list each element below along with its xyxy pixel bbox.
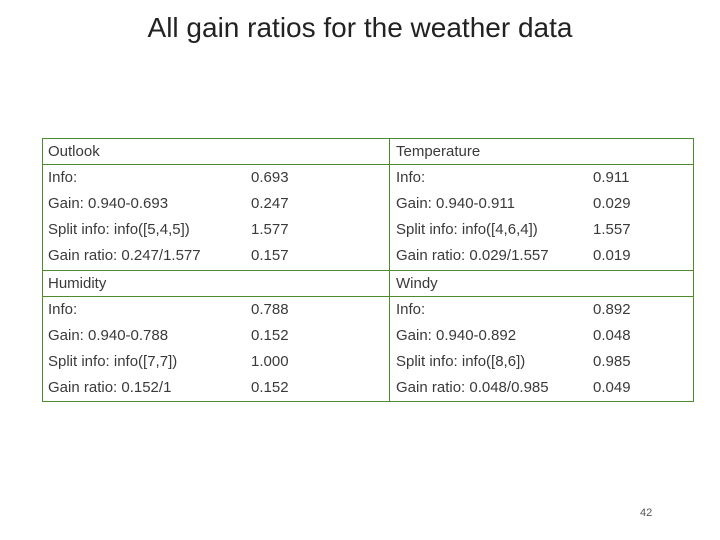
section-header: Outlook <box>48 143 100 160</box>
row-value: 0.152 <box>251 327 289 344</box>
row-value: 0.157 <box>251 247 289 264</box>
row-value: 1.000 <box>251 353 289 370</box>
row-label: Gain: 0.940-0.693 <box>48 195 169 212</box>
header-rule <box>42 270 694 271</box>
header-rule <box>42 296 694 297</box>
row-label: Split info: info([8,6]) <box>396 353 526 370</box>
row-label: Gain ratio: 0.029/1.557 <box>396 247 549 264</box>
row-label: Info: <box>396 169 426 186</box>
row-label: Split info: info([4,6,4]) <box>396 221 538 238</box>
row-label: Gain ratio: 0.048/0.985 <box>396 379 549 396</box>
row-value: 0.788 <box>251 301 289 318</box>
row-value: 0.892 <box>593 301 631 318</box>
row-value: 0.019 <box>593 247 631 264</box>
row-label: Gain: 0.940-0.788 <box>48 327 169 344</box>
row-label: Info: <box>396 301 426 318</box>
row-value: 0.049 <box>593 379 631 396</box>
row-value: 0.693 <box>251 169 289 186</box>
row-label: Gain ratio: 0.247/1.577 <box>48 247 201 264</box>
slide-title: All gain ratios for the weather data <box>147 12 573 43</box>
row-value: 0.029 <box>593 195 631 212</box>
row-value: 0.152 <box>251 379 289 396</box>
row-value: 0.911 <box>593 169 630 186</box>
header-rule <box>42 164 694 165</box>
section-header: Temperature <box>396 143 481 160</box>
row-label: Gain ratio: 0.152/1 <box>48 379 172 396</box>
row-label: Gain: 0.940-0.911 <box>396 195 515 212</box>
row-label: Info: <box>48 169 78 186</box>
column-rule <box>389 138 390 402</box>
row-label: Split info: info([5,4,5]) <box>48 221 190 238</box>
row-label: Gain: 0.940-0.892 <box>396 327 517 344</box>
row-value: 1.577 <box>251 221 289 238</box>
section-header: Humidity <box>48 275 107 292</box>
row-value: 0.247 <box>251 195 289 212</box>
section-header: Windy <box>396 275 438 292</box>
row-label: Split info: info([7,7]) <box>48 353 178 370</box>
row-value: 0.985 <box>593 353 631 370</box>
page-number: 42 <box>640 507 653 519</box>
row-value: 0.048 <box>593 327 631 344</box>
row-value: 1.557 <box>593 221 631 238</box>
row-label: Info: <box>48 301 78 318</box>
